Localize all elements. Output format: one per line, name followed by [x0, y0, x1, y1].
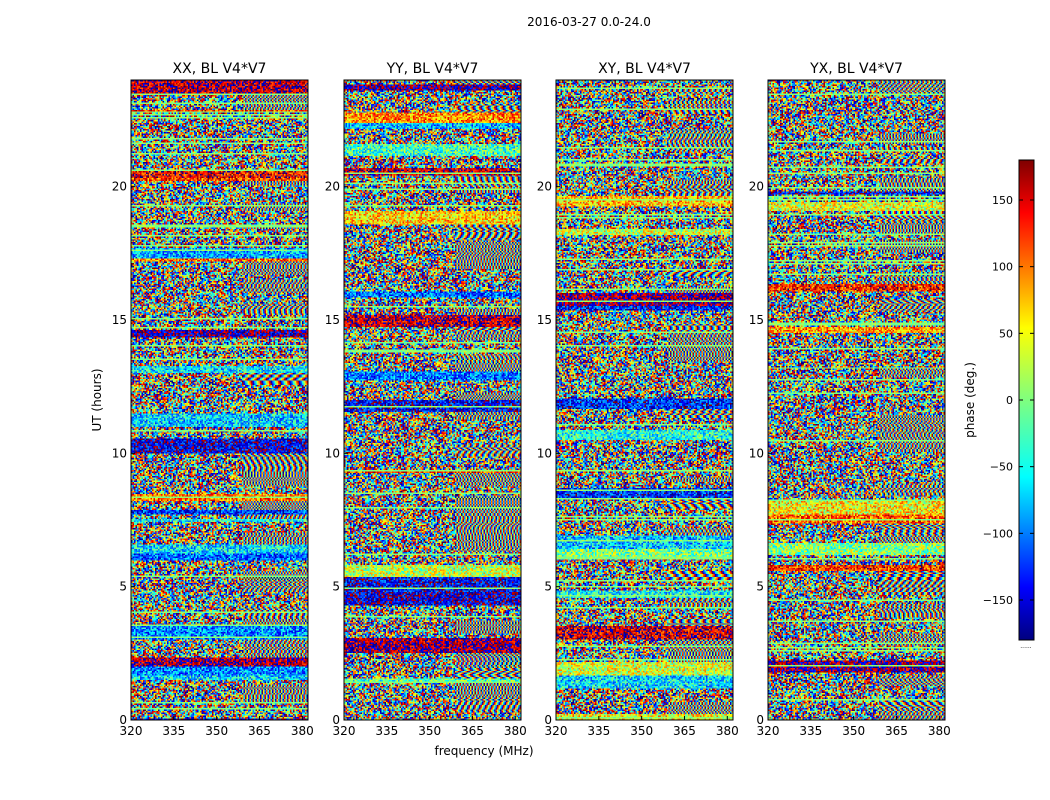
panel-4: YX, BL V4*V7 320 335 350 365 380 0 5 10 15 20: [749, 61, 951, 738]
y-tick-label: 20: [749, 180, 764, 194]
y-axis-label: UT (hours): [90, 368, 104, 431]
x-tick-label: 350: [205, 724, 228, 738]
x-tick-label: 380: [291, 724, 314, 738]
x-axis-label: frequency (MHz): [434, 744, 533, 758]
x-tick-label: 350: [418, 724, 441, 738]
y-tick-label: 15: [112, 313, 127, 327]
figure-suptitle: 2016-03-27 0.0-24.0: [527, 15, 651, 29]
x-tick-label: 320: [757, 724, 780, 738]
y-tick-label: 0: [544, 713, 552, 727]
colorbar-ticks: 150 100 50 0 −50 −100 −150: [983, 194, 1034, 607]
x-tick-label: 365: [885, 724, 908, 738]
panel-1: XX, BL V4*V7 320 335 350 365 380 0 5 10 15 20 UT (h…: [90, 61, 314, 738]
panel-title: YX, BL V4*V7: [809, 61, 903, 77]
y-tick-label: 10: [325, 446, 340, 460]
y-tick-label: 10: [749, 446, 764, 460]
x-tick-label: 380: [504, 724, 527, 738]
colorbar-tick-label: 150: [992, 194, 1013, 207]
y-tick-label: 5: [756, 580, 764, 594]
y-tick-label: 5: [119, 580, 127, 594]
x-tick-label: 380: [716, 724, 739, 738]
heatmap-image: [131, 80, 308, 720]
colorbar-tick-label: −150: [983, 594, 1013, 607]
axes-frame: [767, 79, 946, 721]
axes-frame: [343, 79, 522, 721]
panels: XX, BL V4*V7 320 335 350 365 380 0 5 10 15 20 UT (h…: [90, 61, 951, 758]
heatmap-image: [556, 80, 733, 720]
y-tick-label: 0: [756, 713, 764, 727]
colorbar-tick-label: −50: [990, 461, 1013, 474]
y-tick-label: 15: [325, 313, 340, 327]
panel-title: YY, BL V4*V7: [386, 61, 479, 77]
x-tick-label: 350: [842, 724, 865, 738]
x-tick-label: 335: [587, 724, 610, 738]
axes-frame: [130, 79, 309, 721]
colorbar-label: phase (deg.): [963, 362, 977, 438]
colorbar-footer: ......: [1020, 643, 1032, 650]
colorbar-tick-label: 50: [999, 327, 1013, 340]
colorbar-tick-label: 0: [1006, 394, 1013, 407]
colorbar-tick-label: 100: [992, 261, 1013, 274]
panel-title: XY, BL V4*V7: [598, 61, 691, 77]
y-tick-label: 0: [332, 713, 340, 727]
y-tick-label: 0: [119, 713, 127, 727]
x-tick-label: 320: [333, 724, 356, 738]
x-tick-label: 335: [162, 724, 185, 738]
axes-frame: [555, 79, 734, 721]
x-tick-label: 335: [375, 724, 398, 738]
y-tick-label: 15: [749, 313, 764, 327]
x-tick-label: 365: [461, 724, 484, 738]
x-tick-label: 320: [120, 724, 143, 738]
colorbar: 150 100 50 0 −50 −100 −150 phase (deg.) ......: [963, 159, 1035, 650]
x-tick-label: 320: [545, 724, 568, 738]
x-tick-label: 365: [673, 724, 696, 738]
heatmap-image: [344, 80, 521, 720]
panel-title: XX, BL V4*V7: [173, 61, 267, 77]
y-tick-label: 20: [325, 180, 340, 194]
y-tick-label: 20: [112, 180, 127, 194]
y-tick-label: 10: [112, 446, 127, 460]
y-tick-label: 5: [332, 580, 340, 594]
panel-2: YY, BL V4*V7 320 335 350 365 380 0 5 10 15 20 frequ…: [325, 61, 534, 758]
x-tick-label: 380: [928, 724, 951, 738]
x-tick-label: 365: [248, 724, 271, 738]
y-tick-label: 15: [537, 313, 552, 327]
colorbar-tick-label: −100: [983, 527, 1013, 540]
y-tick-label: 20: [537, 180, 552, 194]
y-tick-label: 10: [537, 446, 552, 460]
x-tick-label: 350: [630, 724, 653, 738]
heatmap-image: [768, 80, 945, 720]
x-tick-label: 335: [799, 724, 822, 738]
panel-3: XY, BL V4*V7 320 335 350 365 380 0 5 10 15 20: [537, 61, 739, 738]
y-tick-label: 5: [544, 580, 552, 594]
